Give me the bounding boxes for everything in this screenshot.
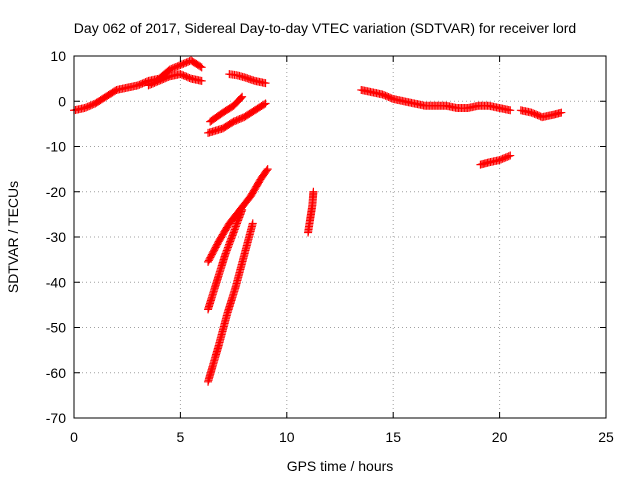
grid-lines [74, 56, 606, 418]
data-point [504, 152, 513, 161]
y-axis-title: SDTVAR / TECUs [5, 181, 21, 293]
data-series-11 [516, 106, 566, 122]
data-point [260, 100, 269, 109]
data-series-12 [476, 151, 515, 169]
chart-title: Day 062 of 2017, Sidereal Day-to-day VTE… [74, 20, 576, 36]
data-series-3 [206, 92, 247, 126]
x-axis-title: GPS time / hours [287, 458, 394, 474]
y-tick-label: 10 [50, 48, 66, 64]
axis-ticks: 0 5 10 15 20 25 -70 -60 -50 -40 -30 -20 -10 0 10 [46, 48, 614, 445]
data-series-5 [225, 70, 270, 88]
data-point [237, 93, 246, 102]
data-point [197, 76, 206, 85]
y-tick-label: -20 [46, 184, 66, 200]
data-series-8 [204, 219, 257, 386]
data-series-9 [304, 187, 318, 237]
data-point [261, 79, 270, 88]
data-series-4 [204, 99, 270, 137]
data-series-6 [204, 165, 272, 266]
data-point [261, 99, 270, 108]
y-tick-label: -30 [46, 229, 66, 245]
data-point [238, 92, 247, 101]
x-tick-label: 10 [279, 429, 295, 445]
x-tick-label: 20 [492, 429, 508, 445]
x-tick-label: 5 [177, 429, 185, 445]
y-tick-label: -10 [46, 139, 66, 155]
data-series-2 [144, 70, 206, 90]
data-series-7 [204, 205, 247, 314]
data-point [238, 205, 247, 214]
data-point [248, 219, 257, 228]
y-tick-label: 0 [58, 93, 66, 109]
x-tick-label: 0 [70, 429, 78, 445]
data-point [197, 63, 206, 72]
data-point [557, 108, 566, 117]
data-point [506, 106, 515, 115]
data-point [309, 187, 318, 196]
y-tick-label: -40 [46, 274, 66, 290]
data-point [196, 62, 205, 71]
data-point [263, 165, 272, 174]
x-tick-label: 25 [598, 429, 614, 445]
x-tick-label: 15 [385, 429, 401, 445]
data-points [70, 56, 566, 386]
data-point [262, 166, 271, 175]
data-series-10 [357, 85, 515, 115]
data-point [506, 151, 515, 160]
y-tick-label: -70 [46, 410, 66, 426]
y-tick-label: -50 [46, 320, 66, 336]
y-tick-label: -60 [46, 365, 66, 381]
